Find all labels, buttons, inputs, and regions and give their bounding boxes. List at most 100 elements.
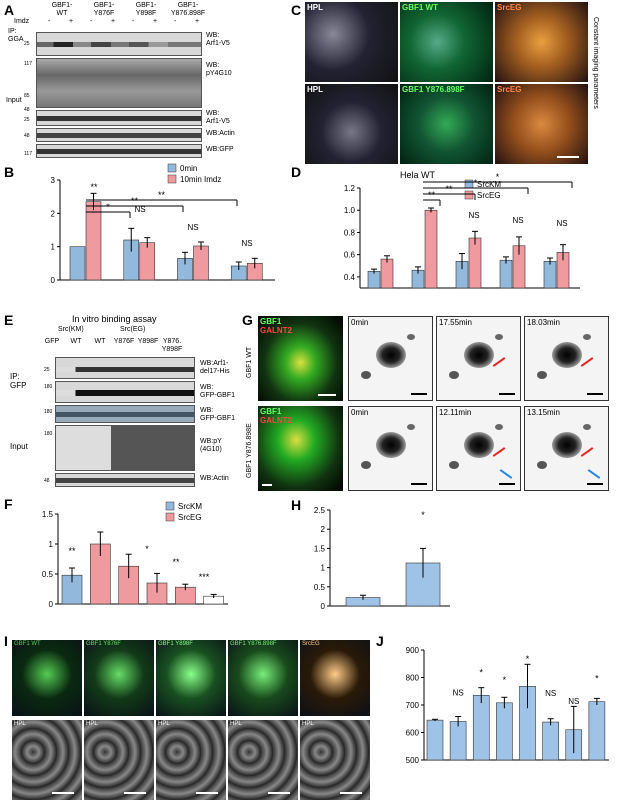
scale-bar <box>587 393 603 395</box>
g-time-label: 0min <box>351 318 369 327</box>
chart-j: 500600700800900Mean Intensity per cellGF… <box>406 646 609 765</box>
significance-label: *** <box>199 572 210 582</box>
y-tick-label: 3 <box>51 176 56 185</box>
significance-label: * <box>595 674 599 684</box>
panel-i-letter: I <box>4 633 8 649</box>
a-sign: + <box>153 18 158 25</box>
panel-j-letter: J <box>376 633 384 649</box>
e-lane-label: WT <box>70 338 82 345</box>
a-mw-label: 117 <box>24 61 32 67</box>
y-tick-label: 1 <box>321 564 326 573</box>
y-tick-label: 800 <box>406 674 420 683</box>
y-tick-label: 2 <box>321 525 326 534</box>
a-sign: - <box>48 18 51 25</box>
legend-entry: SrcEG <box>178 513 202 522</box>
significance-label: * <box>479 667 483 677</box>
y-tick-label: 0.5 <box>314 583 326 592</box>
chart-title: Hela WT <box>400 170 436 180</box>
legend-swatch <box>464 190 474 200</box>
e-input-label: Input <box>10 442 28 451</box>
legend-swatch <box>167 174 177 184</box>
y-tick-label: 0.4 <box>344 273 356 282</box>
significance-label: ** <box>445 184 453 194</box>
bar <box>543 261 557 289</box>
y-tick-label: 1.5 <box>314 544 326 553</box>
i-top-label: GBF1 Y876F <box>86 641 121 647</box>
scale-bar <box>411 393 427 395</box>
e-wb-label: WB: GFP-GBF1 <box>200 407 236 422</box>
legend-entry: SrcKM <box>178 502 202 511</box>
scale-bar <box>587 483 603 485</box>
significance-label: ** <box>172 557 180 567</box>
micrograph-c-srceg-1: SrcEG <box>495 2 588 82</box>
micrograph-c-gbf1-mut: GBF1 Y876.898F <box>400 84 493 164</box>
y-tick-label: 2 <box>51 209 56 218</box>
a-group-label: GBF1- Y876.898F <box>170 2 206 17</box>
a-sign: + <box>69 18 74 25</box>
g-timelapse-frame: 0min <box>348 316 433 401</box>
scale-bar <box>499 483 515 485</box>
i-top-micrograph: GBF1 Y876.898F <box>228 640 298 716</box>
g-timelapse-frame: 12.11min <box>436 406 521 491</box>
legend-entry: SrcKM <box>477 180 501 189</box>
legend-swatch <box>165 501 175 511</box>
a-mw-label: 25 <box>24 117 30 123</box>
g-timelapse-frame: 13.15min <box>524 406 609 491</box>
legend-swatch <box>167 163 177 173</box>
blot-a-gfp <box>36 144 202 158</box>
panel-g-letter: G <box>242 312 253 328</box>
g-time-label: 12.11min <box>439 408 472 417</box>
e-ip-label: IP: GFP <box>10 372 27 390</box>
blue-arrow-icon <box>587 469 601 479</box>
significance-label: NS <box>187 223 198 232</box>
scale-bar <box>499 393 515 395</box>
legend-entry: 0min <box>180 164 197 173</box>
i-bottom-label: HPL <box>158 721 170 727</box>
bar <box>426 719 444 761</box>
e-lane-label: Y876F <box>113 338 135 345</box>
ip-label: IP: GGA <box>8 28 24 43</box>
i-top-micrograph: SrcEG <box>300 640 370 716</box>
blot-a-arf1-input <box>36 110 202 126</box>
significance-label: ** <box>90 182 98 192</box>
g-row1-merge: GBF1 GALNT2 <box>258 316 343 401</box>
panel-b-letter: B <box>4 164 15 180</box>
y-tick-label: 0 <box>321 602 326 611</box>
panel-g: GBF1 WT GBF1 GALNT2 0min 17.55min 18.03min… <box>246 316 610 496</box>
imdz-label: Imdz <box>14 18 30 25</box>
y-tick-label: 0 <box>51 276 56 285</box>
panel-h-letter: H <box>291 497 302 513</box>
significance-label: NS <box>556 219 567 228</box>
bar <box>588 701 606 761</box>
i-top-label: GBF1 Y876.898F <box>230 641 277 647</box>
a-wb-label: WB: Arf1-V5 <box>206 32 230 47</box>
y-tick-label: 500 <box>406 756 420 765</box>
i-top-label: GBF1 Y898F <box>158 641 193 647</box>
y-tick-label: 1.2 <box>344 184 356 193</box>
a-group-label: GBF1- Y876F <box>93 2 115 17</box>
a-wb-label: WB:GFP <box>206 146 234 153</box>
significance-label: NS <box>134 205 145 214</box>
bar <box>85 201 102 281</box>
panel-e-letter: E <box>4 312 14 328</box>
a-mw-label: 85 <box>24 93 30 99</box>
panel-a: GBF1- WT GBF1- Y876F GBF1- Y898F GBF1- Y876… <box>6 2 283 162</box>
a-mw-label: 117 <box>24 151 32 157</box>
e-srckm: Src(KM) <box>58 326 84 333</box>
y-tick-label: 0.6 <box>344 251 356 260</box>
blot-e-arf1 <box>55 357 195 379</box>
e-mw-label: 180 <box>44 384 53 390</box>
g-row2-merge: GBF1 GALNT2 <box>258 406 343 491</box>
e-mw-label: 48 <box>44 478 50 484</box>
y-tick-label: 0 <box>49 600 54 609</box>
bar <box>542 721 559 761</box>
significance-label: * <box>474 178 478 188</box>
g-time-label: 0min <box>351 408 369 417</box>
panel-c-letter: C <box>291 2 302 18</box>
y-tick-label: 1.5 <box>42 510 54 519</box>
a-wb-label: WB: Arf1-V5 <box>206 110 230 125</box>
panel-e: In vitro binding assay Src(KM) Src(EG) G… <box>10 312 280 492</box>
a-mw-label: 48 <box>24 133 30 139</box>
legend-swatch <box>464 179 474 189</box>
chart-b: 0123Arf1-GTP levels(Normalised to GBF1-W… <box>51 163 275 285</box>
